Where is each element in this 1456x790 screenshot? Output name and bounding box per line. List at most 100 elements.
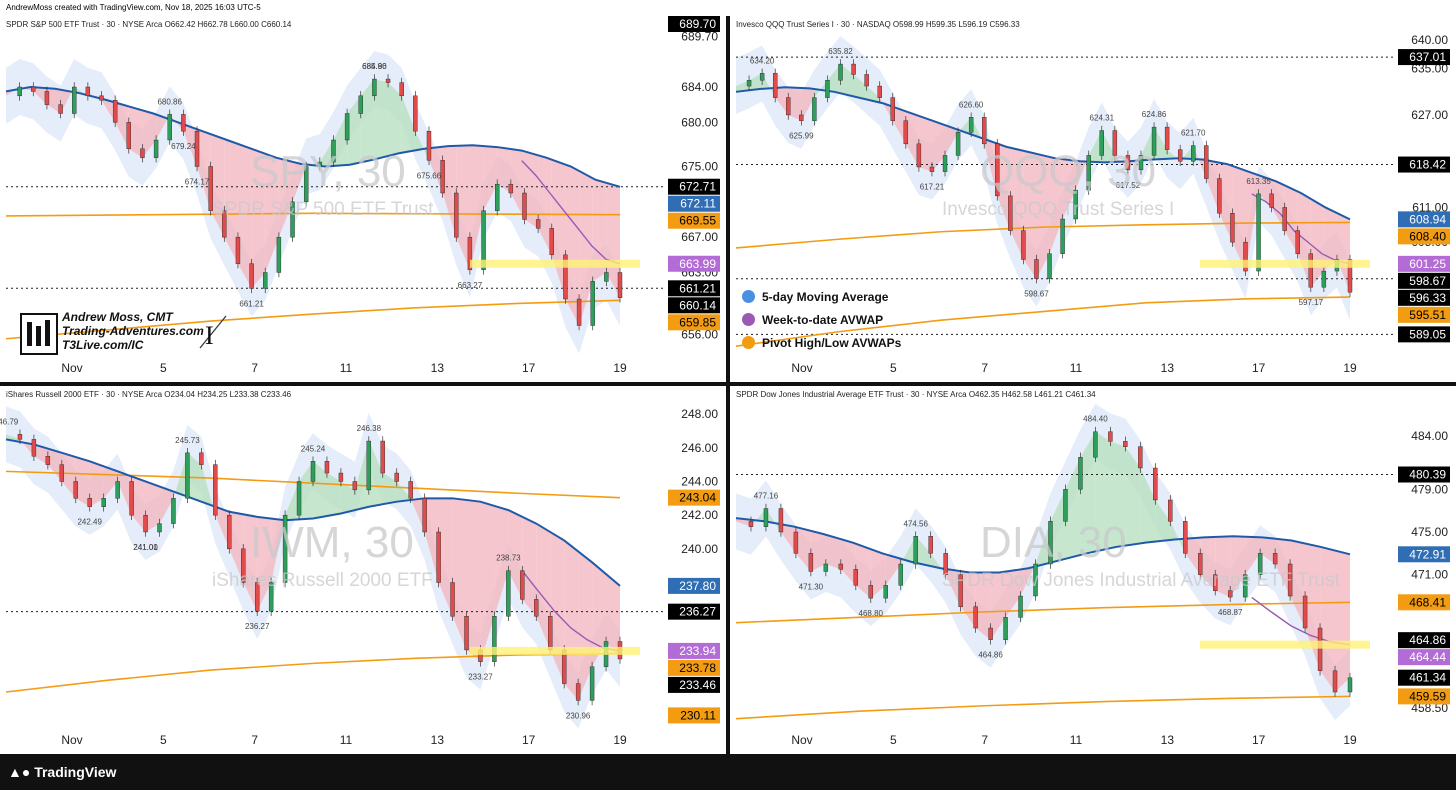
candle	[1034, 259, 1039, 279]
y-tick-label: 240.00	[681, 542, 718, 556]
trend-fill	[197, 129, 211, 211]
y-tick-label: 680.00	[681, 115, 718, 129]
trend-fill	[145, 481, 160, 532]
candle	[290, 201, 295, 238]
trend-fill	[522, 516, 537, 617]
candle	[1151, 126, 1157, 156]
moving-average-line	[735, 517, 1351, 574]
candle	[508, 183, 514, 194]
price-label: 637.01	[1398, 49, 1450, 66]
swing-annotation: 663.27	[458, 281, 483, 290]
y-tick-label: 244.00	[681, 474, 718, 488]
candle	[1243, 241, 1248, 272]
y-tick-label: 689.70	[681, 30, 718, 44]
trend-fill	[6, 434, 20, 442]
trend-fill	[466, 500, 481, 662]
candle	[1217, 178, 1222, 214]
trend-fill	[415, 131, 429, 161]
chart-panel-iwm[interactable]: iShares Russell 2000 ETF · 30 · NYSE Arc…	[0, 386, 726, 754]
chart-svg[interactable]: Nov5711131719689.70684.00680.00675.00671…	[0, 16, 726, 382]
candle	[1021, 230, 1026, 260]
candle	[492, 616, 497, 662]
x-tick-label: 13	[1161, 733, 1175, 747]
trend-fill	[1170, 521, 1186, 554]
candle	[440, 160, 445, 194]
chart-panel-qqq[interactable]: Invesco QQQ Trust Series I · 30 · NASDAQ…	[730, 16, 1456, 382]
trend-fill	[229, 511, 244, 583]
price-label-bg	[668, 707, 720, 724]
trend-fill	[1020, 564, 1036, 596]
candle	[898, 563, 903, 586]
y-tick-label: 471.00	[1411, 568, 1448, 582]
x-tick-label: 17	[522, 733, 536, 747]
candle	[1099, 130, 1104, 156]
candle	[1123, 441, 1128, 447]
price-label-bg	[668, 642, 720, 659]
price-label-text: 472.91	[1409, 547, 1446, 561]
trend-fill	[750, 508, 766, 527]
trend-fill	[33, 87, 47, 105]
candle	[877, 85, 882, 98]
x-tick-label: 17	[1252, 361, 1266, 375]
price-label: 589.05	[1398, 326, 1450, 343]
legend-label: Pivot High/Low AVWAPs	[762, 335, 902, 350]
chart-panel-dia[interactable]: SPDR Dow Jones Industrial Average ETF Tr…	[730, 386, 1456, 754]
price-label: 663.99	[668, 255, 720, 272]
trend-fill	[1200, 536, 1216, 591]
chart-header: SPDR S&P 500 ETF Trust · 30 · NYSE Arca …	[6, 20, 292, 29]
price-label-bg	[1398, 49, 1450, 66]
candle	[31, 439, 37, 457]
candle	[1153, 467, 1158, 501]
chart-svg[interactable]: Nov 5 7 11 13 17 19 484.00 479.00 475.00 471.00 458…	[730, 386, 1456, 754]
trend-fill	[579, 170, 593, 326]
x-tick-label: 19	[613, 361, 627, 375]
candle	[883, 585, 888, 599]
candle	[943, 553, 948, 575]
trend-fill	[1271, 179, 1285, 231]
trend-fill	[578, 551, 593, 701]
candle	[903, 120, 909, 145]
trend-fill	[1290, 540, 1306, 628]
legend-dot-icon	[742, 313, 755, 326]
price-label-bg	[1398, 466, 1450, 483]
price-label-text: 468.41	[1409, 595, 1446, 609]
wtd-avwap-line	[1251, 193, 1351, 265]
trend-fill	[1010, 147, 1024, 260]
candle	[1287, 563, 1293, 597]
trend-fill	[892, 106, 906, 144]
price-label: 233.94	[668, 642, 720, 659]
candle	[1269, 193, 1274, 208]
chart-header: iShares Russell 2000 ETF · 30 · NYSE Arc…	[6, 390, 292, 399]
candle	[331, 139, 336, 163]
candle	[58, 104, 63, 114]
chart-svg[interactable]: Nov 5 7 11 13 17 19 248.00 246.00 244.00 242.00 240…	[0, 386, 726, 754]
highlight-zone	[470, 646, 640, 655]
trend-fill	[292, 161, 307, 202]
tradingview-logo[interactable]: ▲● TradingView	[8, 764, 116, 780]
candle	[464, 616, 469, 651]
chart-svg[interactable]: Nov5711131719640.00635.00627.00611.00605…	[730, 16, 1456, 382]
trend-fill	[159, 486, 174, 524]
trend-fill	[319, 140, 334, 166]
swing-annotation: 474.56	[903, 519, 928, 528]
price-label-bg	[1398, 272, 1450, 289]
candle	[101, 498, 106, 507]
trend-fill	[1005, 569, 1021, 618]
candle	[548, 616, 553, 651]
candle	[589, 666, 595, 701]
price-label-text: 464.86	[1409, 633, 1446, 647]
y-tick-label: 611.00	[1412, 200, 1448, 214]
candle	[167, 114, 172, 141]
candle	[913, 536, 918, 565]
svg-text:I: I	[205, 321, 214, 350]
trend-fill	[1258, 175, 1272, 208]
trend-fill	[278, 158, 293, 238]
candle	[1177, 149, 1183, 162]
x-tick-label: Nov	[61, 361, 82, 375]
price-label-text: 233.46	[679, 678, 716, 692]
price-label-text: 464.44	[1409, 650, 1446, 664]
candle	[1108, 431, 1113, 442]
candle	[982, 117, 987, 145]
price-label-text: 660.14	[679, 298, 716, 312]
swing-annotation: 634.20	[750, 56, 775, 65]
